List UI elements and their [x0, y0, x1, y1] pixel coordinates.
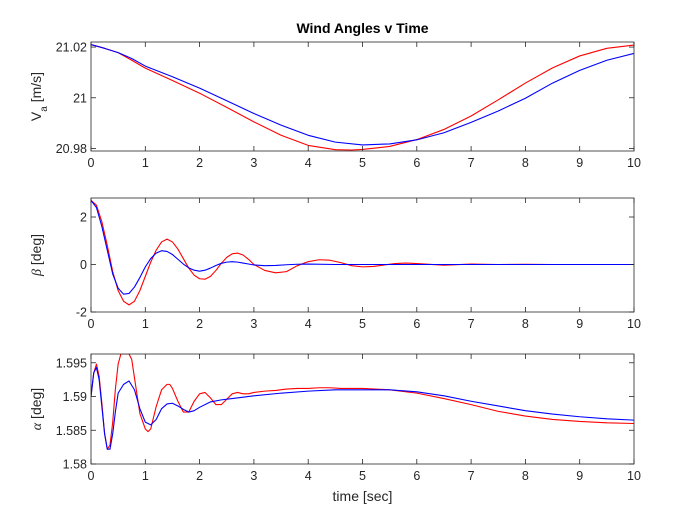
x-tick-label: 4	[305, 156, 312, 170]
x-tick-label: 9	[576, 469, 583, 483]
y-tick-label: 21	[73, 91, 87, 105]
x-tick-label: 2	[196, 156, 203, 170]
subplot-3: 0 1 2 3 4 5 6 7 8 9 10 1.58 1.585 1.59 1.595 α [deg] tim…	[28, 353, 641, 504]
series-group	[91, 43, 634, 151]
y-axis-label-rest: [deg]	[28, 234, 44, 269]
x-tick-label: 2	[196, 317, 203, 331]
chart-title: Wind Angles v Time	[296, 20, 428, 36]
y-axis-label: α [deg]	[28, 388, 45, 430]
x-tick-label: 8	[522, 469, 529, 483]
series-group	[91, 354, 634, 450]
x-tick-label: 7	[468, 469, 475, 483]
y-tick-label: 0	[80, 258, 87, 272]
x-tick-label: 0	[88, 469, 95, 483]
series-line-1	[91, 354, 634, 450]
y-tick-label: 20.98	[56, 142, 87, 156]
y-tick-label: 2	[80, 211, 87, 225]
x-tick-label: 0	[88, 317, 95, 331]
x-tick-label: 6	[413, 317, 420, 331]
x-tick-label: 4	[305, 317, 312, 331]
x-axis-label: time [sec]	[333, 488, 393, 504]
y-axis-label-rest: [m/s]	[28, 72, 44, 106]
y-tick-label: 1.58	[63, 458, 87, 472]
x-tick-label: 10	[627, 469, 641, 483]
x-tick-label: 10	[627, 156, 641, 170]
y-tick-label: 1.59	[63, 390, 87, 404]
y-axis-label-sub: a	[39, 106, 50, 112]
x-tick-label: 6	[413, 156, 420, 170]
y-axis-label-main: V	[28, 111, 44, 121]
series-line-1	[91, 199, 634, 306]
x-tick-label: 1	[142, 317, 149, 331]
y-axis-label-rest: [deg]	[28, 388, 44, 423]
y-tick-label: 1.585	[56, 424, 87, 438]
x-tick-label: 1	[142, 156, 149, 170]
series-line-2	[91, 366, 634, 450]
series-line-2	[91, 199, 634, 295]
x-tick-label: 0	[88, 156, 95, 170]
x-tick-label: 5	[359, 469, 366, 483]
x-tick-label: 10	[627, 317, 641, 331]
y-tick-label: 21.02	[56, 41, 87, 55]
x-tick-label: 1	[142, 469, 149, 483]
series-group	[91, 199, 634, 306]
x-tick-label: 3	[250, 469, 257, 483]
x-tick-label: 3	[250, 317, 257, 331]
x-tick-label: 9	[576, 156, 583, 170]
x-tick-label: 6	[413, 469, 420, 483]
subplot-1: 0 1 2 3 4 5 6 7 8 9 10 20.98 21 21.02 Va [m/s] Wind Ang…	[28, 20, 641, 170]
x-tick-label: 8	[522, 156, 529, 170]
series-line-1	[91, 43, 634, 151]
y-axis-label: Va [m/s]	[28, 72, 50, 121]
y-tick-label: 1.595	[56, 356, 87, 370]
x-tick-label: 9	[576, 317, 583, 331]
x-tick-label: 3	[250, 156, 257, 170]
x-tick-label: 4	[305, 469, 312, 483]
x-tick-label: 5	[359, 156, 366, 170]
x-tick-label: 2	[196, 469, 203, 483]
y-tick-label: -2	[76, 306, 87, 320]
y-axis-label-main: β	[30, 269, 45, 277]
x-tick-label: 7	[468, 156, 475, 170]
y-axis-label: β [deg]	[28, 234, 45, 277]
x-tick-label: 8	[522, 317, 529, 331]
x-tick-label: 5	[359, 317, 366, 331]
x-tick-label: 7	[468, 317, 475, 331]
y-axis-label-main: α	[30, 422, 45, 430]
series-line-2	[91, 43, 634, 146]
